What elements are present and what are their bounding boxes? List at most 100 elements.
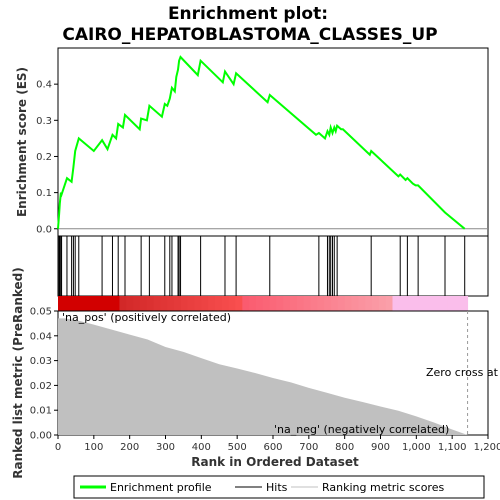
rank-bar-segment [78, 296, 86, 311]
x-tick-label: 300 [156, 442, 175, 453]
rank-bar-segment [296, 296, 305, 311]
legend: Enrichment profile Hits Ranking metric s… [73, 475, 485, 499]
es-y-tick-label: 0.0 [36, 224, 52, 235]
metric-y-tick-label: 0.05 [30, 307, 52, 318]
rank-bar-segment [92, 296, 100, 311]
chart-title-line1: Enrichment plot: [168, 4, 328, 24]
rank-bar-segment [303, 296, 312, 311]
rank-bar-segment [242, 296, 250, 311]
rank-bar-segment [64, 296, 73, 311]
x-tick-label: 1,000 [402, 442, 431, 453]
hits-panel [57, 235, 489, 311]
es-panel-frame [57, 47, 489, 237]
x-tick-label: 500 [228, 442, 247, 453]
rank-bar-segment [344, 296, 353, 311]
rank-bar-segment [119, 296, 127, 311]
x-tick-label: 0 [55, 442, 61, 453]
zero-cross-label: Zero cross at [426, 366, 499, 379]
rank-bar-segment [269, 296, 277, 311]
rank-bar-segment [215, 296, 223, 311]
es-y-axis-label: Enrichment score (ES) [15, 67, 29, 217]
hit-lines [58, 236, 466, 296]
rank-bar-segment [399, 296, 407, 311]
metric-y-axis-label: Ranked list metric (PreRanked) [11, 267, 25, 479]
es-y-tick-label: 0.2 [36, 152, 52, 163]
rank-bar-segment [71, 296, 79, 311]
metric-y-ticks: 0.00 0.01 0.02 0.03 0.04 0.05 [30, 307, 58, 442]
rank-bar-segment [153, 296, 161, 311]
rank-bar-segment [324, 296, 332, 311]
x-axis-label: Rank in Ordered Dataset [191, 455, 359, 469]
x-tick-label: 100 [84, 442, 103, 453]
ranking-metric-area [58, 318, 468, 435]
metric-y-tick-label: 0.01 [30, 406, 52, 417]
x-tick-label: 200 [120, 442, 139, 453]
metric-y-tick-label: 0.04 [30, 331, 52, 342]
rank-bar-segment [112, 296, 120, 311]
legend-enrichment-label: Enrichment profile [110, 481, 212, 494]
rank-bar-segment [146, 296, 155, 311]
chart-title-line2: CAIRO_HEPATOBLASTOMA_CLASSES_UP [62, 25, 437, 45]
es-y-ticks: 0.0 0.1 0.2 0.3 0.4 [36, 80, 58, 235]
rank-bar-segment [372, 296, 380, 311]
rank-bar-segment [365, 296, 373, 311]
rank-bar-segment [440, 296, 448, 311]
rank-bar-segment [317, 296, 325, 311]
rank-bar-segment [160, 296, 168, 311]
rank-bar-segment [174, 296, 182, 311]
x-tick-label: 800 [335, 442, 354, 453]
rank-bar-segment [331, 296, 339, 311]
x-tick-label: 900 [371, 442, 390, 453]
rank-bar-segment [351, 296, 359, 311]
rank-bar-segment [85, 296, 93, 311]
rank-bar-segment [290, 296, 298, 311]
es-y-tick-label: 0.3 [36, 116, 52, 127]
rank-bar-segment [194, 296, 202, 311]
rank-bar-segment [180, 296, 189, 311]
metric-y-tick-label: 0.00 [30, 431, 52, 442]
rank-bar-segment [426, 296, 434, 311]
legend-metric-label: Ranking metric scores [322, 481, 444, 494]
x-tick-label: 1,200 [474, 442, 500, 453]
rank-bar-segment [221, 296, 230, 311]
enrichment-profile-line [57, 55, 466, 230]
rank-bar-segment [208, 296, 216, 311]
rank-bar-segment [412, 296, 421, 311]
rank-bar-segment [133, 296, 141, 311]
rank-bar-segment [228, 296, 236, 311]
rank-bar-segment [392, 296, 400, 311]
metric-y-tick-label: 0.03 [30, 356, 52, 367]
rank-bar-segment [419, 296, 428, 311]
rank-bar-segment [358, 296, 366, 311]
metric-panel: 0.00 0.01 0.02 0.03 0.04 0.05 0 100 200 300 400 50… [11, 267, 500, 479]
rank-bar-segment [249, 296, 257, 311]
rank-bar-segment [58, 296, 66, 311]
rank-bar-segment [337, 296, 346, 311]
rank-bar-segment [385, 296, 393, 311]
rank-bar-segment [406, 296, 414, 311]
rank-bar-segment [98, 296, 107, 311]
rank-bar-segment [453, 296, 462, 311]
rank-bar-segment [276, 296, 284, 311]
rank-bar-segment [167, 296, 175, 311]
rank-bar-segment [235, 296, 243, 311]
rank-bar-segment [283, 296, 291, 311]
rank-bar-segment [187, 296, 196, 311]
rank-bar-segment [262, 296, 271, 311]
x-tick-label: 1,100 [438, 442, 467, 453]
x-tick-label: 400 [192, 442, 211, 453]
x-tick-label: 700 [299, 442, 318, 453]
es-y-tick-label: 0.4 [36, 80, 52, 91]
rank-bar-segment [139, 296, 148, 311]
x-tick-label: 600 [263, 442, 282, 453]
rank-bar-segment [105, 296, 114, 311]
negative-correlation-label: 'na_neg' (negatively correlated) [274, 423, 449, 436]
metric-x-ticks: 0 100 200 300 400 500 600 700 800 900 1,000 1,100 1,… [55, 435, 500, 453]
legend-frame [73, 475, 485, 499]
rank-bar-segment [126, 296, 134, 311]
es-y-tick-label: 0.1 [36, 188, 52, 199]
es-panel: 0.0 0.1 0.2 0.3 0.4 Enrichment score (ES) [15, 47, 489, 237]
rank-bar-segment [447, 296, 455, 311]
rank-bar-segment [201, 296, 209, 311]
